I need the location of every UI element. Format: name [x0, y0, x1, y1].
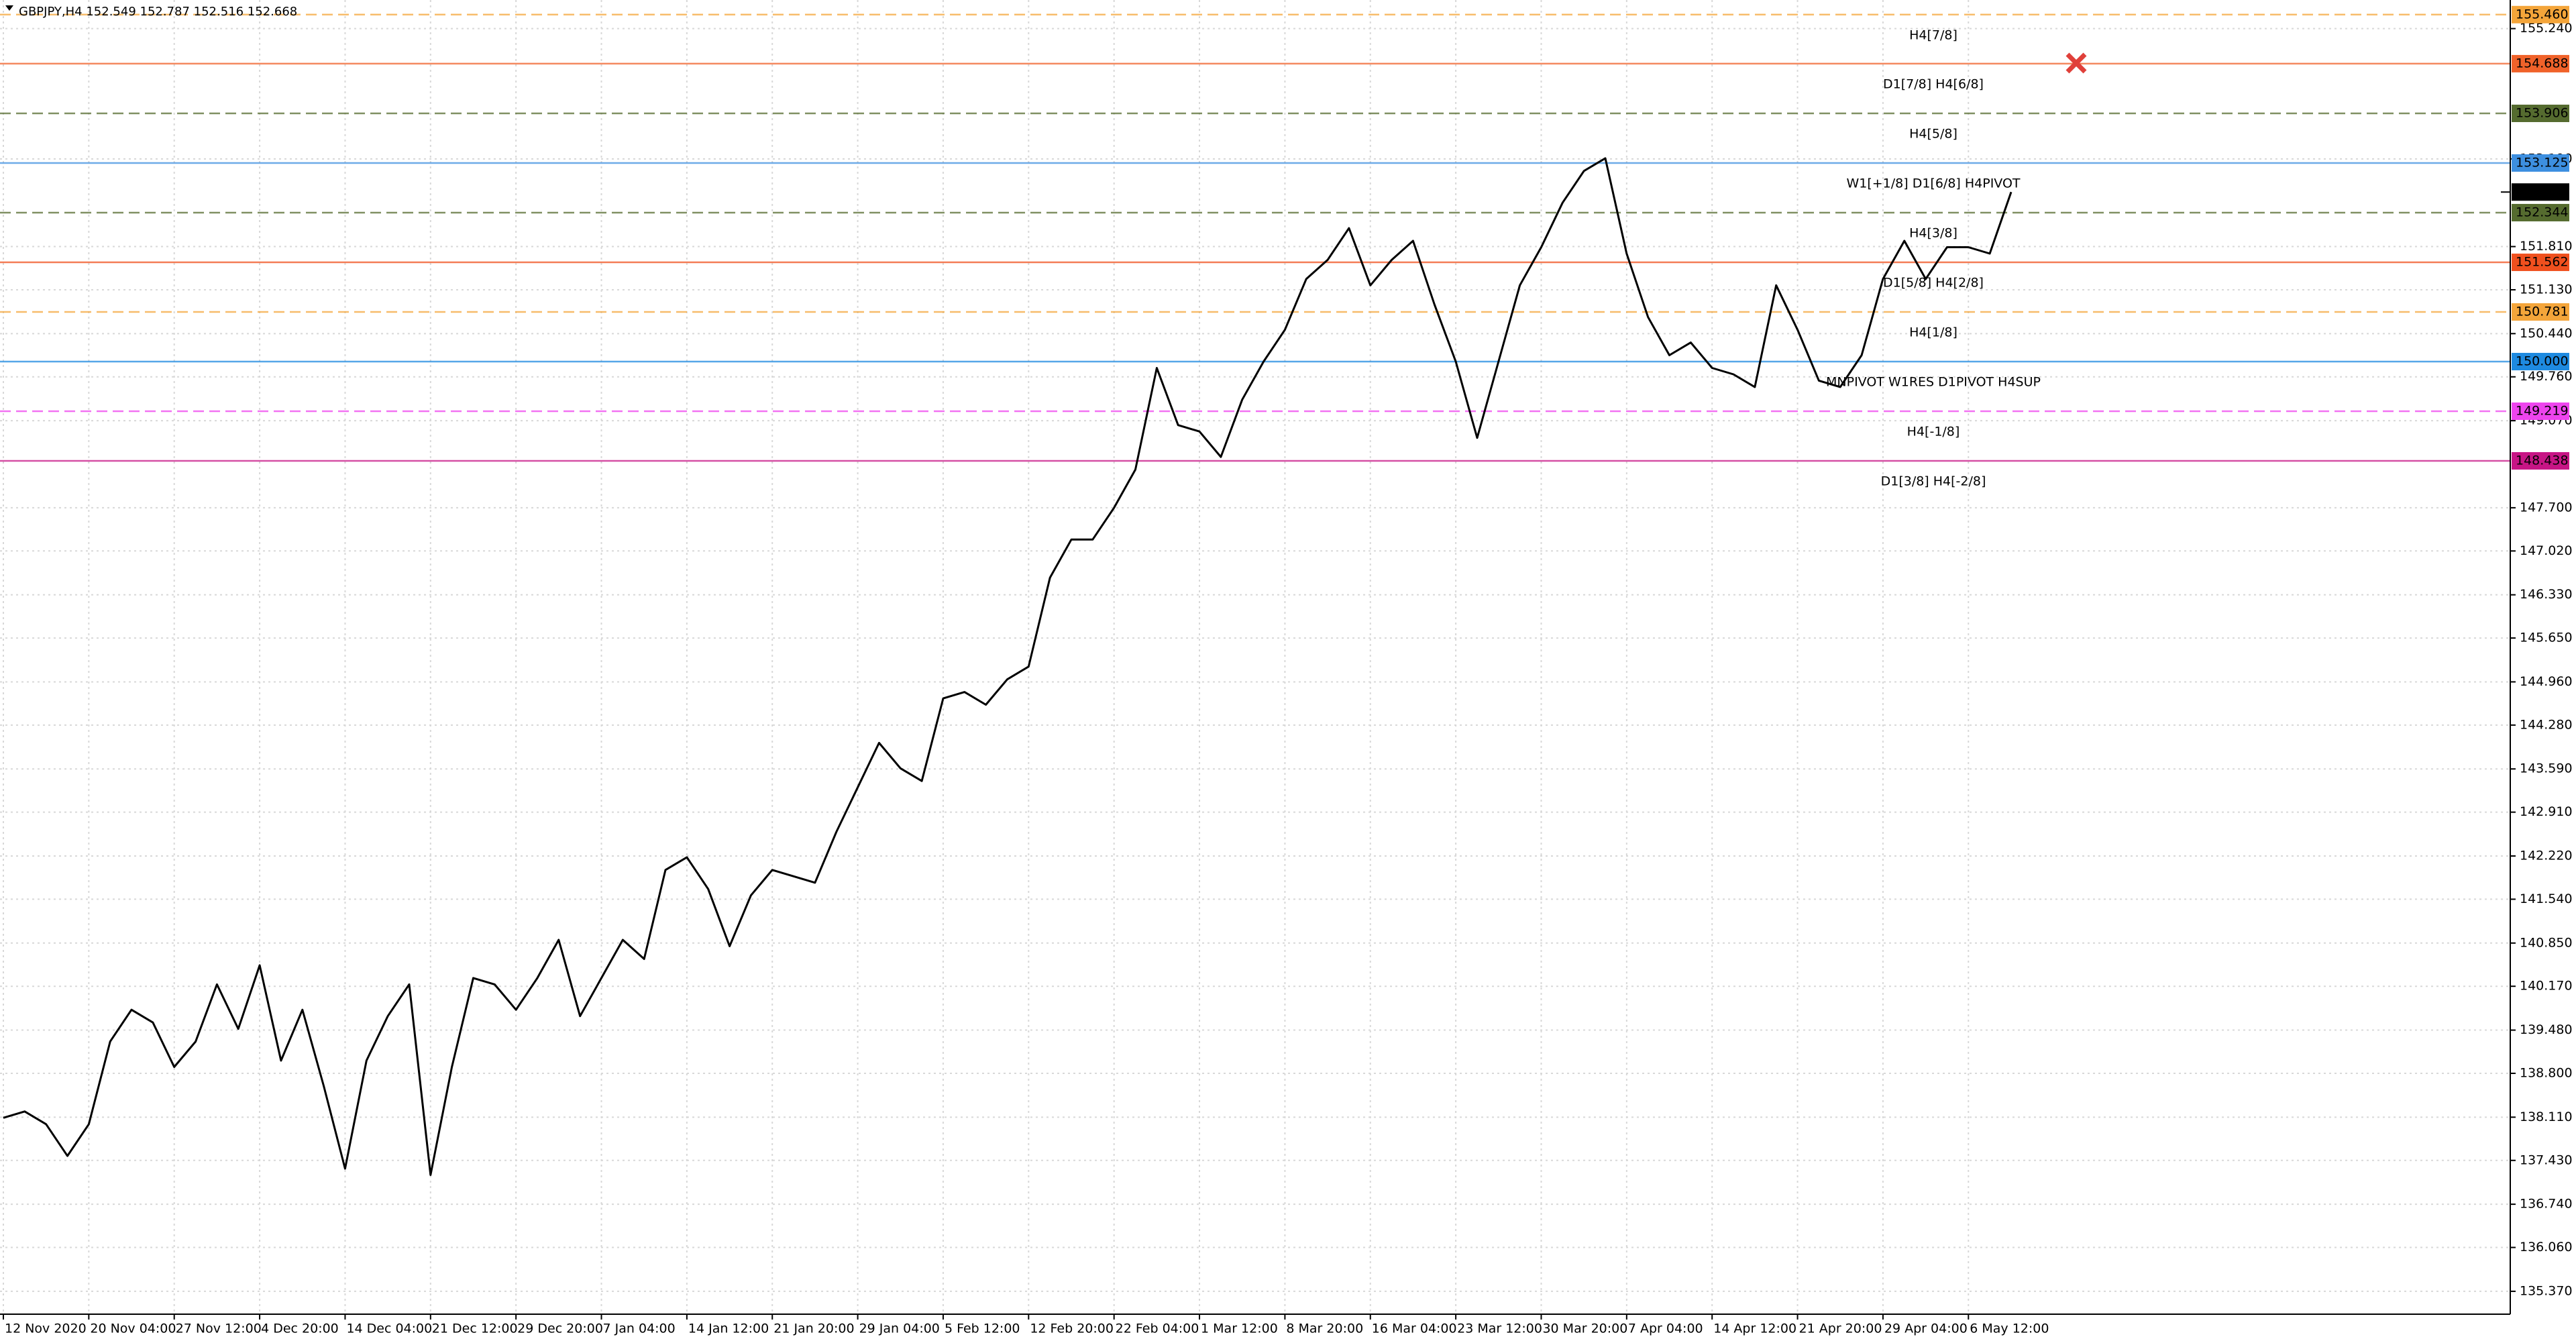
x-tick-label: 21 Dec 12:00 [432, 1322, 518, 1336]
level-label: MNPIVOT W1RES D1PIVOT H4SUP [1826, 375, 2041, 390]
x-tick-label: 29 Jan 04:00 [859, 1322, 940, 1336]
y-tick-label: 137.430 [2520, 1153, 2573, 1167]
y-tick-label: 147.700 [2520, 500, 2573, 515]
price-box-label: 155.460 [2516, 7, 2569, 21]
x-tick-label: 1 Mar 12:00 [1201, 1322, 1278, 1336]
y-tick-label: 135.370 [2520, 1283, 2573, 1298]
x-tick-label: 23 Mar 12:00 [1457, 1322, 1542, 1336]
menu-arrow[interactable] [5, 5, 13, 11]
close-marker[interactable] [2065, 52, 2087, 74]
y-tick-label: 142.220 [2520, 849, 2573, 863]
x-tick-label: 27 Nov 12:00 [176, 1322, 262, 1336]
level-label: D1[7/8] H4[6/8] [1883, 76, 1984, 91]
y-tick-label: 150.440 [2520, 326, 2573, 341]
x-tick-label: 7 Jan 04:00 [603, 1322, 676, 1336]
y-tick-label: 138.110 [2520, 1110, 2573, 1124]
level-label: D1[5/8] H4[2/8] [1883, 276, 1984, 290]
price-box-label: 148.438 [2516, 453, 2569, 468]
price-box [2512, 5, 2569, 23]
y-tick-label: 138.800 [2520, 1065, 2573, 1080]
price-box-label: 153.125 [2516, 155, 2569, 170]
last-price-label: 152.668 [2516, 184, 2569, 199]
y-tick-label: 140.850 [2520, 935, 2573, 950]
x-tick-label: 22 Feb 04:00 [1116, 1322, 1199, 1336]
price-box [2512, 154, 2569, 172]
level-label: H4[3/8] [1909, 225, 1957, 240]
y-tick-label: 136.740 [2520, 1197, 2573, 1212]
price-box-label: 152.344 [2516, 205, 2569, 219]
y-tick-label: 140.170 [2520, 979, 2573, 994]
price-box [2512, 54, 2569, 72]
x-tick-label: 20 Nov 04:00 [90, 1322, 176, 1336]
levels: H4[7/8] D1[7/8] H4[6/8] H4[5/8] W1[+1/8] D1… [0, 13, 2510, 488]
level-label: H4[7/8] [1909, 28, 1957, 42]
x-tick-label: 6 May 12:00 [1970, 1322, 2049, 1336]
x-tick-label: 12 Nov 2020 [5, 1322, 87, 1336]
y-tick-label: 144.960 [2520, 674, 2573, 689]
close-icon-stroke [2065, 52, 2087, 74]
level-label: H4[5/8] [1909, 126, 1957, 141]
price-box-label: 153.906 [2516, 105, 2569, 120]
price-box [2512, 402, 2569, 420]
y-tick-label: 136.060 [2520, 1240, 2573, 1254]
x-tick-label: 5 Feb 12:00 [945, 1322, 1020, 1336]
price-box [2512, 303, 2569, 321]
y-tick-label: 155.240 [2520, 21, 2573, 36]
price-line [3, 157, 2012, 1176]
price-box [2512, 203, 2569, 221]
y-tick-label: 151.130 [2520, 282, 2573, 297]
y-tick-label: 149.760 [2520, 369, 2573, 384]
price-box-label: 150.781 [2516, 305, 2569, 319]
x-tick-label: 14 Apr 12:00 [1713, 1322, 1796, 1336]
price-box-label: 151.562 [2516, 255, 2569, 270]
plot [3, 157, 2012, 1176]
x-tick-label: 29 Apr 04:00 [1884, 1322, 1968, 1336]
x-tick-label: 4 Dec 20:00 [261, 1322, 339, 1336]
price-box [2512, 254, 2569, 272]
y-tick-label: 146.330 [2520, 587, 2573, 602]
x-tick-label: 7 Apr 04:00 [1628, 1322, 1703, 1336]
x-tick-label: 30 Mar 20:00 [1542, 1322, 1627, 1336]
last-price-box [2512, 183, 2569, 201]
price-box [2512, 353, 2569, 371]
price-box [2512, 104, 2569, 122]
x-tick-label: 14 Jan 12:00 [688, 1322, 769, 1336]
level-label: H4[-1/8] [1907, 424, 1960, 439]
y-tick-label: 144.280 [2520, 717, 2573, 732]
x-tick-label: 14 Dec 04:00 [346, 1322, 432, 1336]
y-tick-label: 139.480 [2520, 1022, 2573, 1037]
price-box-label: 149.219 [2516, 403, 2569, 418]
y-tick-label: 142.910 [2520, 804, 2573, 819]
y-tick-label: 147.020 [2520, 543, 2573, 558]
y-tick-label: 145.650 [2520, 631, 2573, 645]
price-box-label: 150.000 [2516, 354, 2569, 369]
x-tick-label: 21 Apr 20:00 [1799, 1322, 1882, 1336]
chart-title: GBPJPY,H4 152.549 152.787 152.516 152.66… [19, 5, 297, 19]
level-label: D1[3/8] H4[-2/8] [1881, 474, 1986, 488]
x-tick-label: 21 Jan 20:00 [773, 1322, 854, 1336]
x-tick-label: 8 Mar 20:00 [1286, 1322, 1363, 1336]
x-tick-label: 12 Feb 20:00 [1030, 1322, 1114, 1336]
y-tick-label: 141.540 [2520, 892, 2573, 906]
x-tick-label: 29 Dec 20:00 [517, 1322, 603, 1336]
price-box [2512, 451, 2569, 470]
grid [0, 0, 2510, 1314]
level-label: W1[+1/8] D1[6/8] H4PIVOT [1846, 176, 2020, 191]
y-tick-label: 151.810 [2520, 239, 2573, 254]
level-label: H4[1/8] [1909, 325, 1957, 340]
x-tick-label: 16 Mar 04:00 [1372, 1322, 1457, 1336]
y-tick-label: 143.590 [2520, 761, 2573, 776]
price-box-label: 154.688 [2516, 56, 2569, 70]
